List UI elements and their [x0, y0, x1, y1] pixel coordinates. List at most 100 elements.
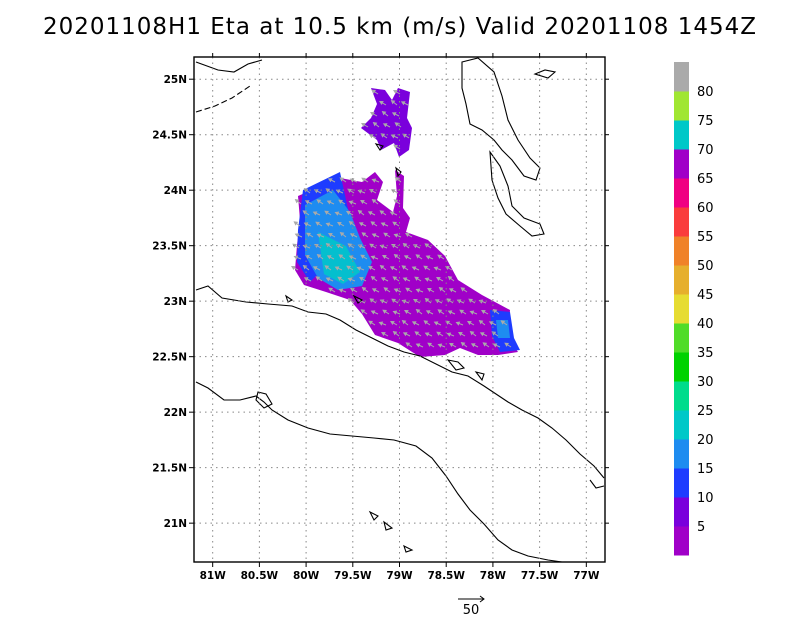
colorbar-label: 45: [697, 288, 714, 303]
wind-vector-head: [360, 254, 365, 259]
colorbar-segment: [674, 381, 689, 411]
wind-vector-head: [339, 177, 345, 182]
wind-vector-head: [427, 287, 432, 293]
wind-vector-head: [392, 276, 398, 281]
wind-vector-head: [325, 277, 331, 282]
wind-vector-head: [446, 298, 452, 303]
wind-vector-head: [346, 210, 351, 216]
colorbar-label: 10: [697, 491, 714, 506]
colorbar-segment: [674, 178, 689, 208]
wind-vector-head: [423, 320, 429, 325]
wind-vector-head: [433, 321, 439, 326]
vector-key: 50: [458, 595, 485, 618]
wind-vector-head: [467, 320, 472, 326]
wind-vector-head: [371, 288, 377, 293]
wind-vector-head: [414, 331, 420, 336]
y-tick-label: 23N: [164, 296, 187, 308]
wind-vector-head: [371, 178, 377, 183]
vector-key-arrowhead: [479, 595, 485, 603]
wind-vector-head: [391, 298, 396, 303]
wind-vector-head: [393, 254, 399, 259]
wind-vector-head: [325, 222, 331, 227]
colorbar-label: 65: [697, 172, 714, 187]
wind-vector-head: [394, 122, 400, 127]
wind-vector-head: [415, 309, 421, 314]
colorbar-label: 15: [697, 462, 714, 477]
wind-vector-head: [470, 343, 476, 348]
wind-vector-head: [393, 233, 399, 238]
wind-vector-head: [423, 265, 428, 270]
wind-vector-head: [425, 310, 431, 315]
colorbar-label: 5: [697, 520, 705, 535]
colorbar-label: 40: [697, 317, 714, 332]
wind-vector-head: [337, 221, 342, 227]
florida-coast: [195, 59, 263, 73]
wind-region-northern: [361, 88, 412, 157]
wind-vector-head: [316, 254, 322, 259]
coastlines: [195, 57, 605, 562]
wind-vector-head: [380, 277, 386, 282]
colorbar-segment: [674, 526, 689, 556]
wind-vector-head: [370, 310, 376, 315]
wind-vector-head: [469, 331, 475, 336]
colorbar-label: 20: [697, 433, 714, 448]
florida-keys-coast: [195, 85, 251, 113]
wind-vector-head: [334, 211, 340, 216]
wind-vector-head: [405, 287, 410, 292]
wind-vector-head: [401, 320, 407, 325]
wind-vector-head: [438, 287, 444, 292]
wind-vector-head: [346, 265, 351, 270]
wind-vector-head: [382, 123, 388, 128]
x-tick-label: 77.5W: [521, 570, 559, 582]
wind-shading: [295, 88, 520, 357]
wind-vector-head: [370, 276, 376, 281]
wind-vector-head: [389, 266, 395, 271]
x-tick-label: 81W: [200, 570, 227, 582]
wind-vector-head: [447, 276, 453, 281]
x-tick-label: 78W: [480, 570, 507, 582]
wind-vector-head: [370, 255, 376, 260]
wind-vector-head: [455, 321, 461, 326]
wind-vector-head: [492, 343, 498, 348]
wind-vector-head: [294, 233, 300, 238]
cuba-north-coast: [195, 285, 605, 479]
colorbar: 5 10 15 20 25 30 35 40 45 50 55 60 65 70 75 80: [674, 62, 714, 556]
colorbar-segment: [674, 294, 689, 324]
wind-vector-head: [424, 277, 430, 282]
colorbar-segment: [674, 497, 689, 527]
wind-vector-head: [369, 298, 375, 303]
colorbar-label: 55: [697, 230, 714, 245]
colorbar-label: 60: [697, 201, 714, 216]
wind-vector-head: [405, 342, 411, 347]
wind-vector-head: [306, 232, 311, 237]
wind-vector-head: [468, 298, 473, 303]
wind-vector-head: [382, 309, 387, 314]
wind-vector-head: [379, 210, 385, 215]
wind-vector-head: [479, 332, 485, 337]
wind-vector-head: [348, 221, 354, 226]
wind-vector-head: [327, 178, 333, 183]
wind-vector-head: [316, 199, 322, 204]
y-tick-label: 24N: [164, 185, 187, 197]
wind-vector-head: [414, 276, 419, 281]
wind-vector-head: [348, 200, 354, 205]
wind-vector-head: [371, 233, 377, 238]
wind-vector-head: [305, 254, 310, 260]
wind-vector-head: [371, 89, 376, 94]
colorbar-segment: [674, 207, 689, 237]
colorbar-label: 30: [697, 375, 714, 390]
wind-vector-head: [339, 232, 345, 237]
wind-vector-head: [315, 276, 321, 281]
wind-vector-head: [312, 266, 318, 271]
colorbar-segment: [674, 62, 689, 92]
y-tick-label: 21N: [164, 518, 187, 530]
wind-vector-head: [361, 232, 367, 237]
colorbar-label: 25: [697, 404, 714, 419]
axis-ticks: 81W 80.5W 80W 79.5W 79W 78.5W 78W 77.5W 77W 25N 24…: [152, 53, 609, 582]
wind-vector-head: [368, 320, 373, 325]
wind-vector-head: [367, 211, 373, 216]
wind-vector-head: [427, 342, 432, 347]
wind-vector-head: [356, 266, 362, 271]
wind-vector-head: [393, 144, 398, 149]
